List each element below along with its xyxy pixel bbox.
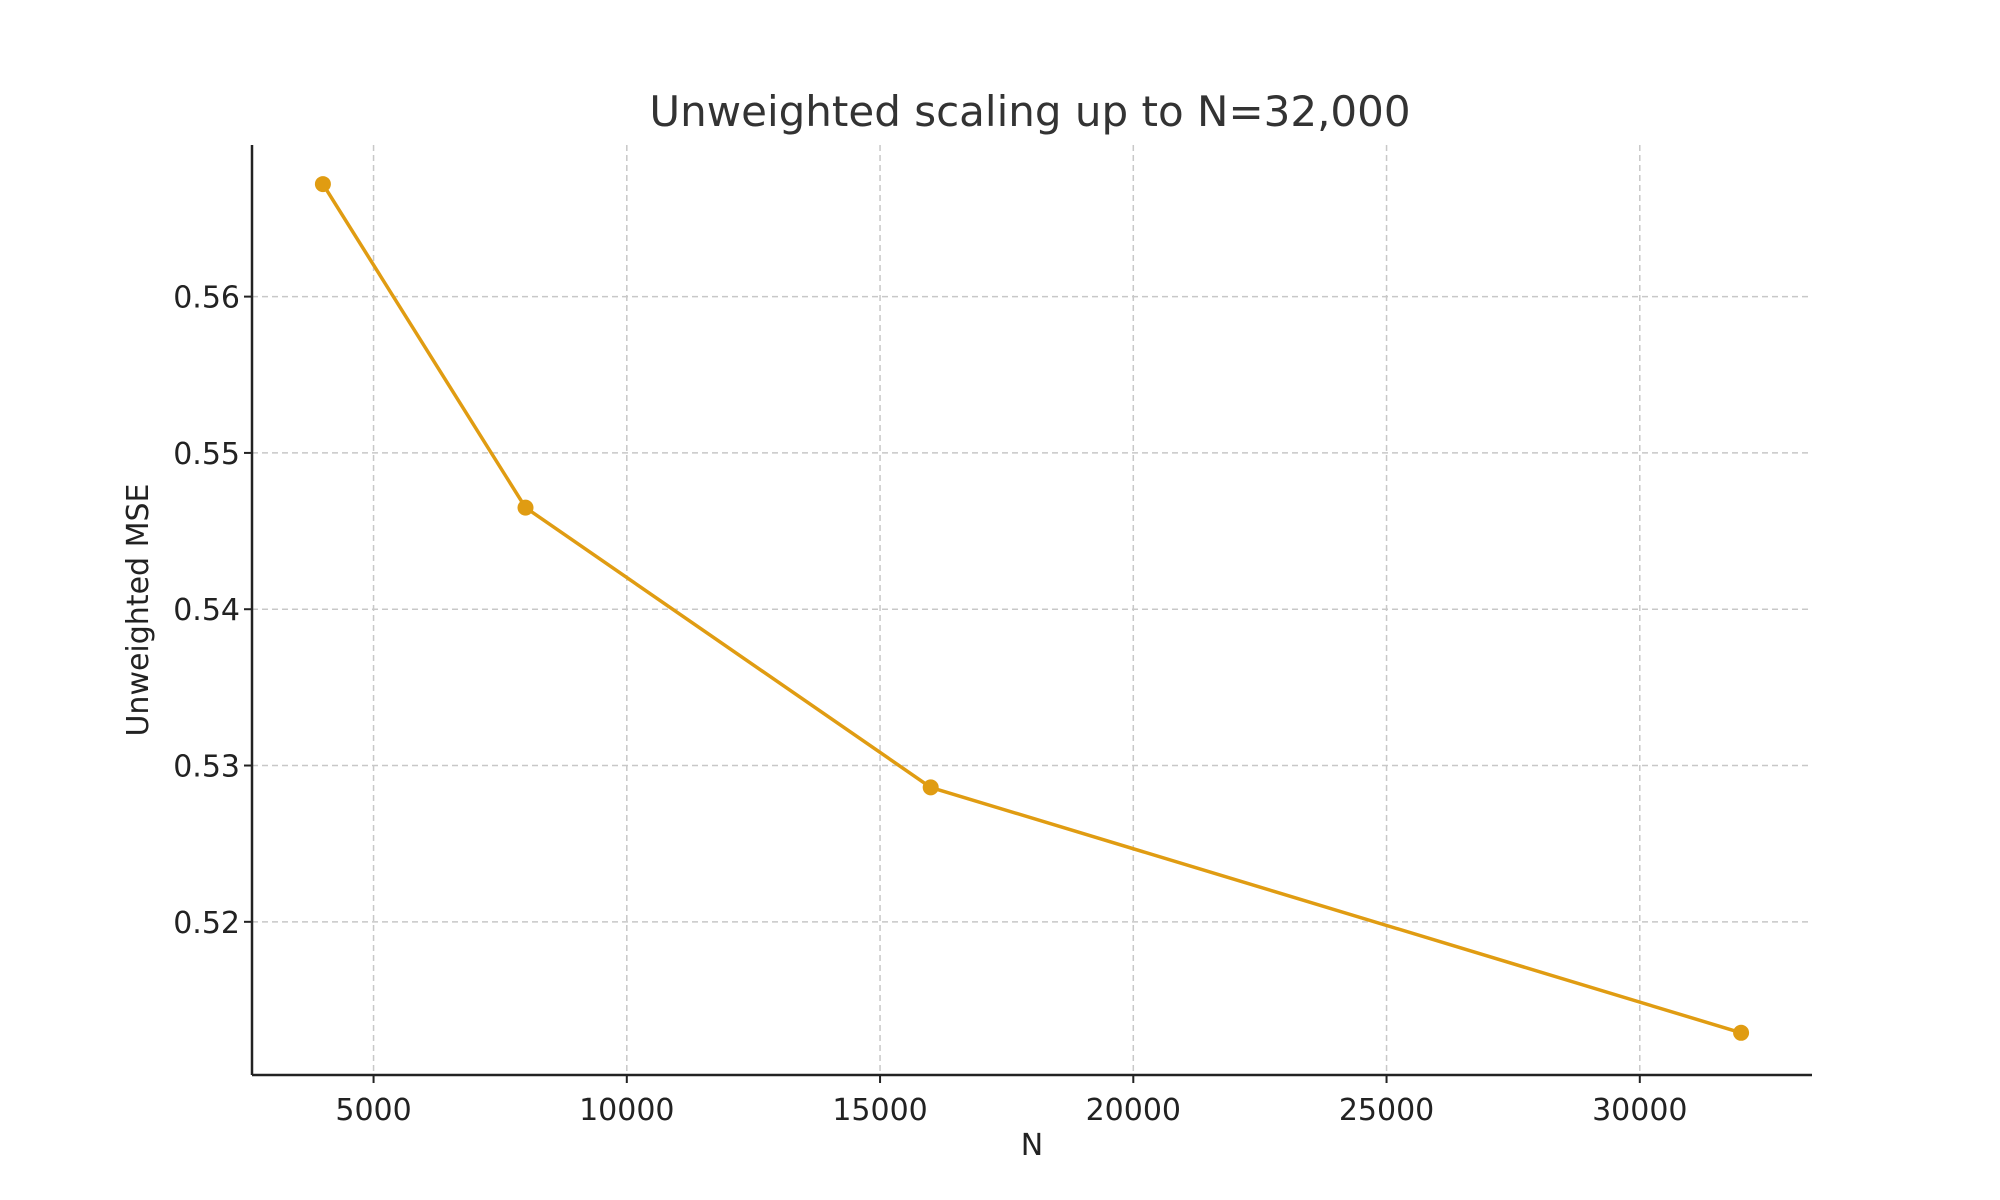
x-axis-label: N <box>1021 1128 1043 1163</box>
series-layer <box>314 176 1750 1041</box>
axes-layer <box>250 145 1812 1077</box>
chart-title: Unweighted scaling up to N=32,000 <box>649 87 1410 136</box>
x-tick-label: 20000 <box>1086 1093 1181 1128</box>
series-line <box>321 183 1742 1035</box>
y-tick-label: 0.52 <box>173 906 240 941</box>
ticks-layer: 5000 10000 15000 20000 25000 30000 0.52 0.53 0.5… <box>173 281 1687 1128</box>
data-point <box>517 499 534 516</box>
data-point <box>314 176 331 193</box>
x-tick-label: 30000 <box>1592 1093 1687 1128</box>
x-tick-label: 15000 <box>832 1093 927 1128</box>
x-tick-label: 10000 <box>579 1093 674 1128</box>
grid-layer <box>252 145 1812 1075</box>
y-axis-label: Unweighted MSE <box>121 483 156 736</box>
y-tick-label: 0.53 <box>173 750 240 785</box>
y-tick-label: 0.56 <box>173 281 240 316</box>
data-point <box>922 779 939 796</box>
y-tick-label: 0.55 <box>173 437 240 472</box>
data-point <box>1733 1024 1750 1041</box>
x-tick-label: 25000 <box>1339 1093 1434 1128</box>
x-tick-label: 5000 <box>335 1093 411 1128</box>
y-tick-label: 0.54 <box>173 593 240 628</box>
